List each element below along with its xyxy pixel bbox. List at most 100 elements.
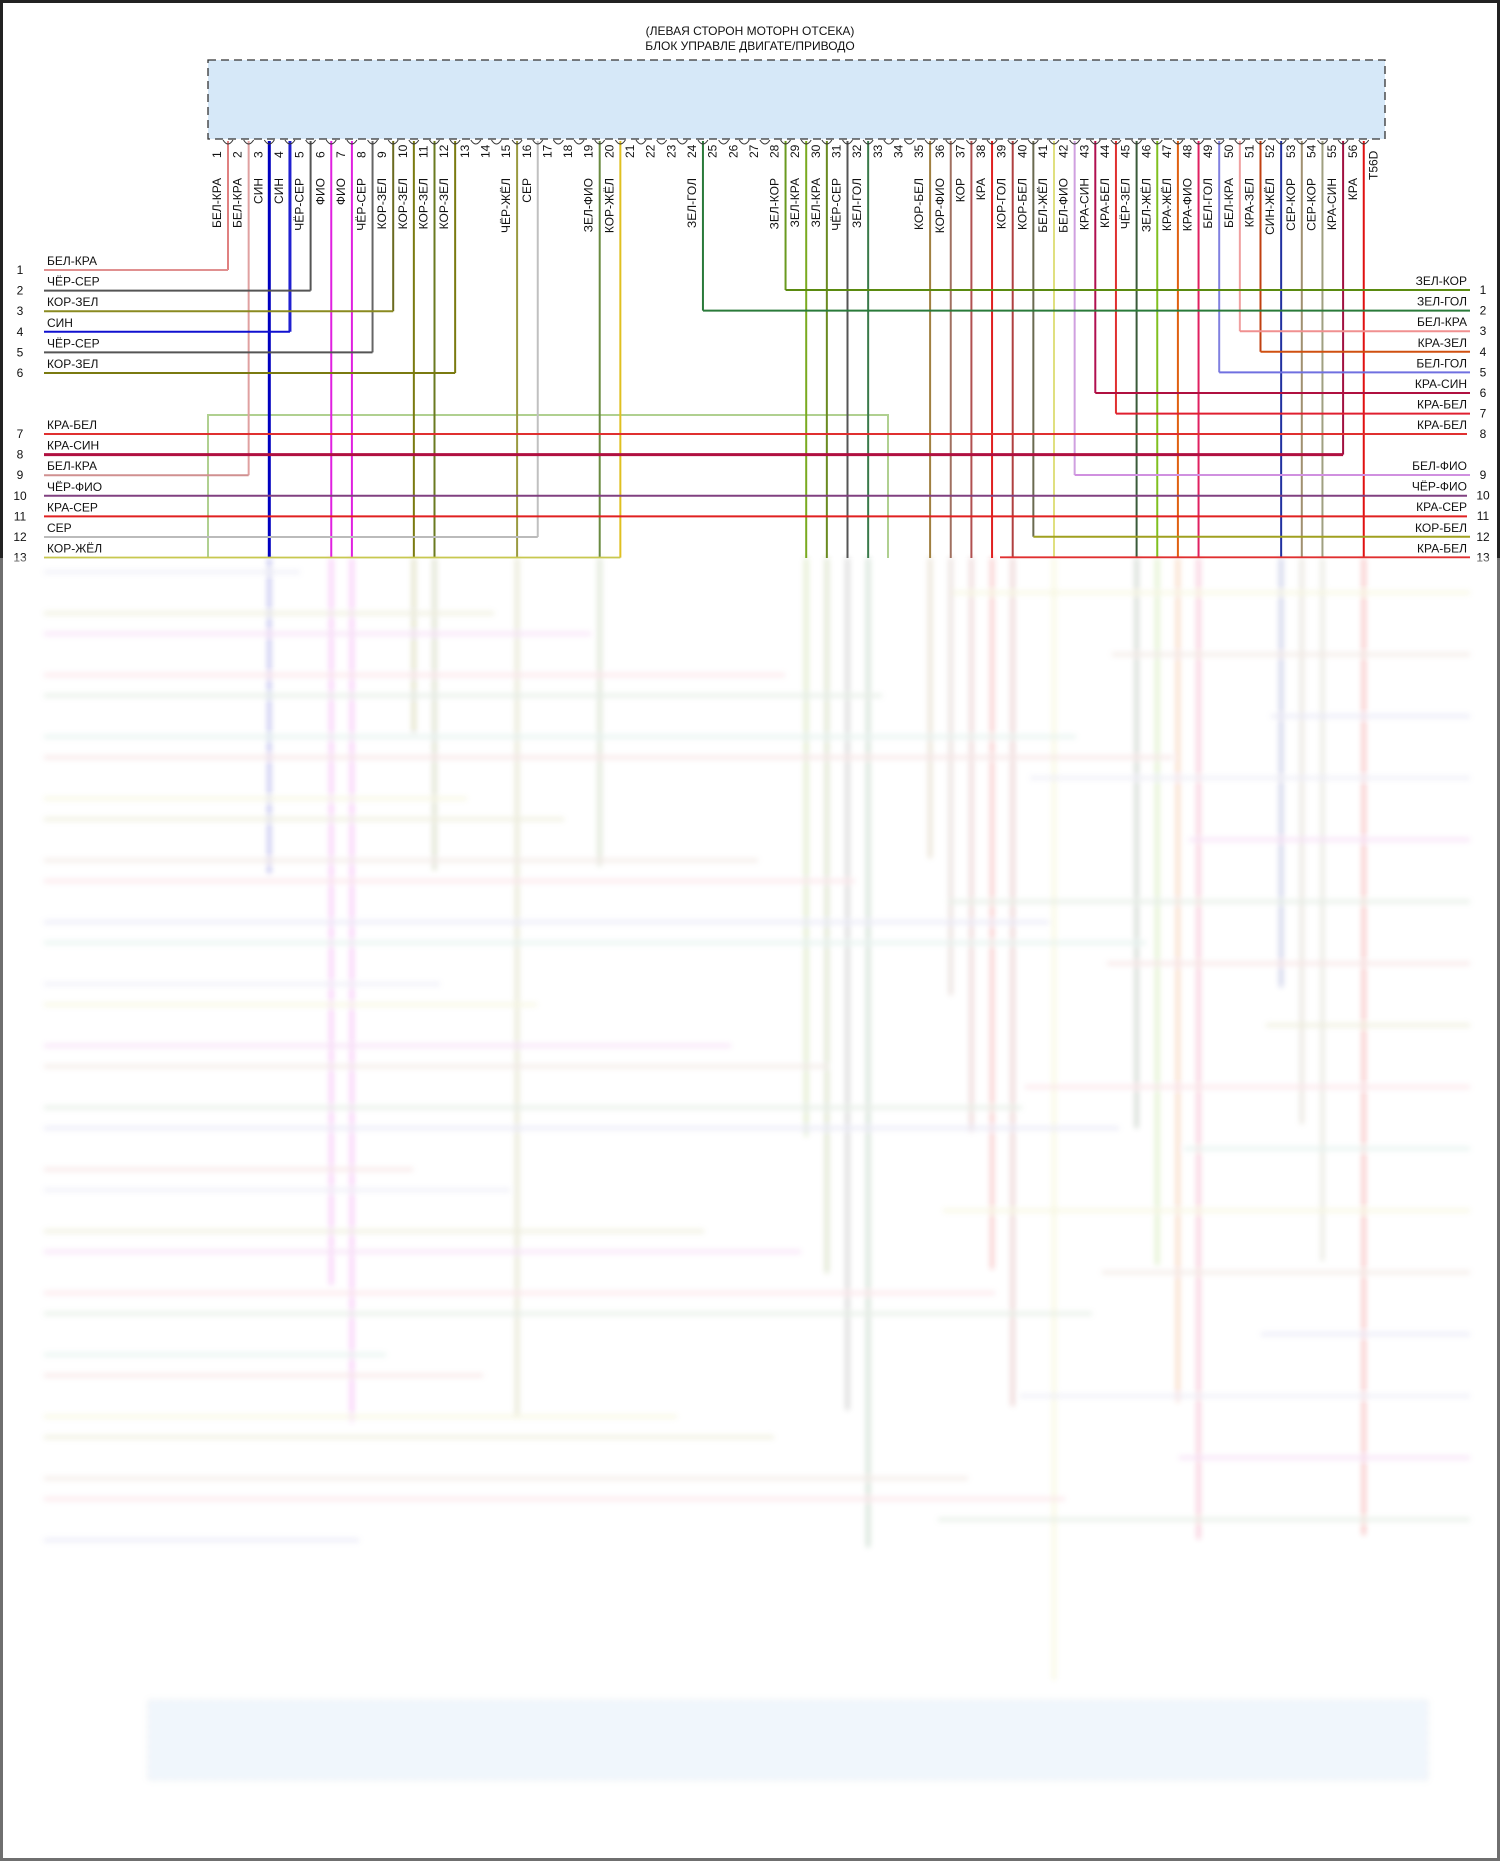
pin-wire-color-label: БЕЛ-ГОЛ [1201,178,1215,229]
pin-terminal-icon [676,139,688,145]
connector-pins: 1 БЕЛ-КРА 2 БЕЛ-КРА 3 СИН 4 СИН 5 ЧЁР-СЕР 6 ФИО 7 ФИО… [210,139,1380,235]
blurred-lower-diagram [44,558,1470,1781]
pin-terminal-icon [1275,139,1287,145]
left-row-label: СЕР [47,521,72,535]
pin-number: 52 [1263,144,1277,158]
pin-terminal-icon [883,139,895,145]
pin-wire-color-label: СЕР-КОР [1304,178,1318,231]
right-row-label: КРА-БЕЛ [1417,418,1467,432]
pin-terminal-icon [635,139,647,145]
pin-wire-color-label: ЧЁР-ЖЁЛ [499,178,513,233]
left-row-label: КОР-ЖЁЛ [47,542,102,556]
pin-terminal-icon [429,139,440,145]
pin-wire-color-label: БЕЛ-КРА [1222,178,1236,228]
right-row-number: 12 [1476,530,1490,544]
pin-wire-color-label: КОР-ЗЕЛ [396,178,410,229]
pin-number: 27 [747,144,761,158]
pin-terminal-icon [656,139,668,145]
pin-wire-color-label: КРА [974,178,988,200]
right-row-number: 2 [1480,304,1487,318]
right-row-label: КРА-ЗЕЛ [1418,336,1467,350]
pin-number: 40 [1015,144,1029,158]
pin-wire-color-label: СИН [251,178,265,204]
pin-number: 51 [1243,144,1257,158]
left-row-number: 2 [17,284,24,298]
pin-wire-color-label: КОР-ЗЕЛ [417,178,431,229]
pin-terminal-icon [1007,139,1019,145]
left-row-number: 13 [13,551,27,565]
pin-terminal-icon [718,139,730,145]
pin-wire-color-label: КРА-ЗЕЛ [1243,178,1257,227]
pin-number: 22 [644,144,658,158]
right-row-label: БЕЛ-КРА [1417,315,1467,329]
left-row-number: 9 [17,468,24,482]
pin-number: 41 [1036,144,1050,158]
right-row-number: 1 [1480,283,1487,297]
pin-terminal-icon [821,139,833,145]
pin-wire-color-label: ЗЕЛ-ГОЛ [685,178,699,228]
pin-number: 38 [974,144,988,158]
pin-terminal-icon [1069,139,1081,145]
pin-number: 53 [1284,144,1298,158]
pin-number: 56 [1346,144,1360,158]
pin-number: 16 [520,144,534,158]
pin-terminal-icon [842,139,853,145]
pin-terminal-icon [904,139,915,145]
pin-number: 48 [1181,144,1195,158]
pin-number: 8 [355,151,369,158]
pin-terminal-icon [222,139,234,145]
pin-terminal-icon [800,139,812,145]
pin-number: 37 [953,144,967,158]
pin-terminal-icon [697,139,709,145]
pin-wire-color-label: СЕР-КОР [1284,178,1298,231]
pin-number: 49 [1201,144,1215,158]
pin-number: 13 [458,144,472,158]
pin-number: 5 [293,151,307,158]
pin-wire-color-label: БЕЛ-ЖЁЛ [1036,178,1050,233]
lower-connector-box [147,1699,1429,1781]
pin-number: 11 [417,145,431,158]
pin-terminal-icon [1213,139,1225,145]
ecu-connector-box [207,59,1386,140]
pin-terminal-icon [614,139,626,145]
right-row-label: КОР-БЕЛ [1415,521,1467,535]
pin-terminal-icon [738,139,750,145]
pin-wire-color-label: ЗЕЛ-ФИО [582,178,596,232]
pin-number: 9 [375,151,389,158]
pin-number: 18 [561,144,575,158]
pin-number: 32 [850,144,864,158]
pin-wire-color-label: КОР [953,178,967,202]
pin-terminal-icon [573,139,585,145]
pin-number: 55 [1325,144,1339,158]
wires-layer [207,141,1365,558]
right-row-number: 4 [1480,345,1487,359]
left-row-label: КРА-СЕР [47,500,98,514]
pin-number: 14 [478,144,492,158]
ecu-name-title: БЛОК УПРАВЛЕ ДВИГАТЕ/ПРИВОДО [645,39,855,53]
pin-number: 46 [1139,144,1153,158]
pin-wire-color-label: КРА-ЖЁЛ [1160,178,1174,231]
pin-wire-color-label: КОР-ЗЕЛ [375,178,389,229]
pin-number: 30 [809,144,823,158]
right-row-number: 9 [1480,468,1487,482]
pin-number: 35 [912,144,926,158]
pin-terminal-icon [1027,139,1039,145]
left-row-label: ЧЁР-СЕР [47,336,100,350]
pin-terminal-icon [780,139,791,145]
pin-terminal-icon [862,139,874,145]
right-row-label: КРА-БЕЛ [1417,541,1467,555]
pin-number: 19 [582,144,596,158]
pin-terminal-icon [305,139,317,145]
pin-terminal-icon [1234,139,1246,145]
pin-terminal-icon [387,139,399,145]
right-row-number: 6 [1480,386,1487,400]
pin-number: 2 [231,151,245,158]
left-row-label: ЧЁР-СЕР [47,275,100,289]
pin-number: 33 [871,144,885,158]
pin-wire-color-label: КРА-ФИО [1181,178,1195,231]
pin-number: 54 [1304,144,1318,158]
pin-wire-color-label: ЧЁР-ЗЕЛ [1119,178,1133,229]
pin-number: 39 [995,144,1009,158]
pin-wire-color-label: ЗЕЛ-ЖЁЛ [1139,178,1153,232]
